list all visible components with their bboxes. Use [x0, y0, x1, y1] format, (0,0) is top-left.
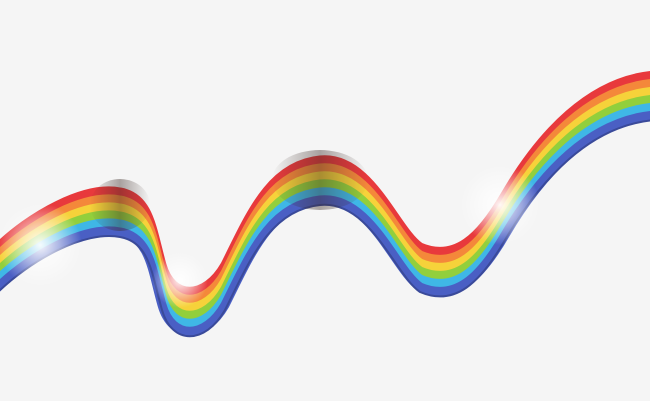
- fold-shadow-2: [272, 150, 368, 210]
- fold-shadow-1: [90, 179, 150, 231]
- highlight-glint-1: [0, 203, 82, 287]
- highlight-glint-2: [152, 252, 208, 308]
- highlight-glint-3: [460, 165, 540, 245]
- ribbon-highlights: [0, 165, 540, 308]
- ribbon-fold-shadows: [90, 150, 368, 231]
